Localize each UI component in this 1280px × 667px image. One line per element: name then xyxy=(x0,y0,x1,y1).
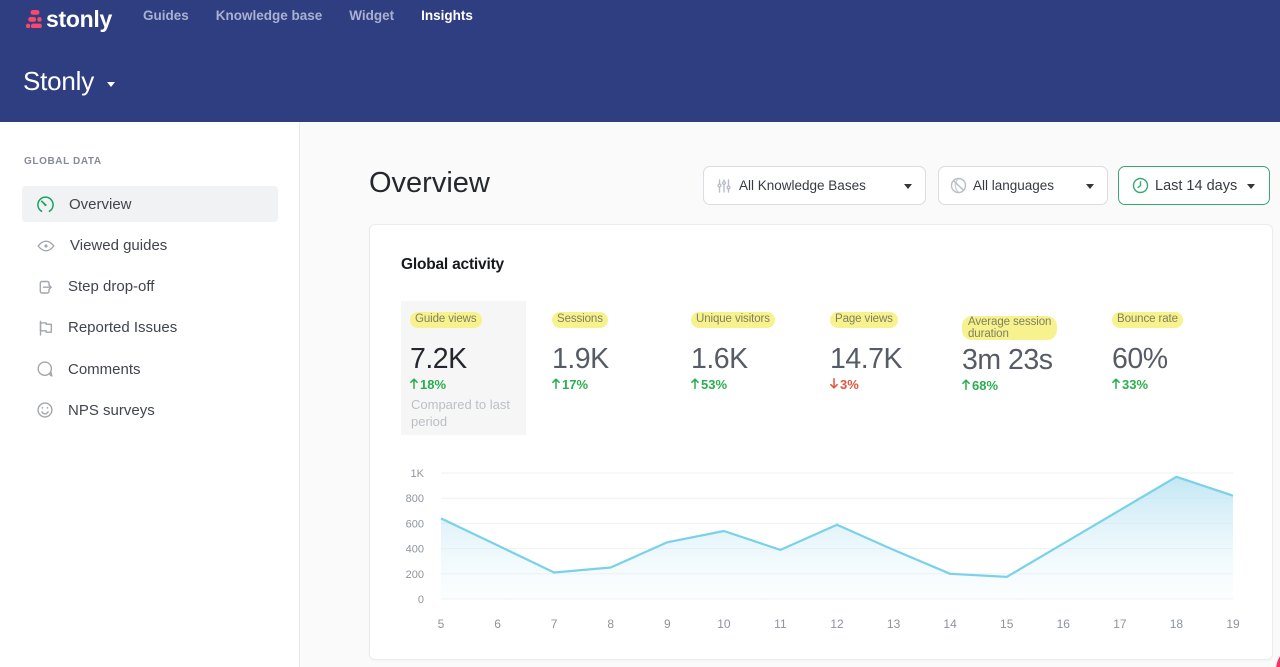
svg-text:400: 400 xyxy=(406,544,424,556)
svg-text:6: 6 xyxy=(494,617,501,631)
svg-text:1K: 1K xyxy=(411,468,425,480)
svg-text:0: 0 xyxy=(418,594,424,606)
svg-text:15: 15 xyxy=(1000,617,1014,631)
svg-text:19: 19 xyxy=(1226,617,1240,631)
svg-text:12: 12 xyxy=(830,617,844,631)
svg-text:17: 17 xyxy=(1113,617,1127,631)
svg-text:600: 600 xyxy=(406,518,424,530)
svg-text:800: 800 xyxy=(406,493,424,505)
svg-text:11: 11 xyxy=(774,617,787,631)
svg-text:10: 10 xyxy=(717,617,731,631)
svg-text:5: 5 xyxy=(438,617,445,631)
svg-text:13: 13 xyxy=(887,617,901,631)
svg-text:7: 7 xyxy=(551,617,558,631)
svg-text:8: 8 xyxy=(607,617,614,631)
svg-text:18: 18 xyxy=(1170,617,1184,631)
svg-text:200: 200 xyxy=(406,569,424,581)
svg-text:9: 9 xyxy=(664,617,671,631)
svg-text:14: 14 xyxy=(943,617,957,631)
svg-text:16: 16 xyxy=(1057,617,1071,631)
